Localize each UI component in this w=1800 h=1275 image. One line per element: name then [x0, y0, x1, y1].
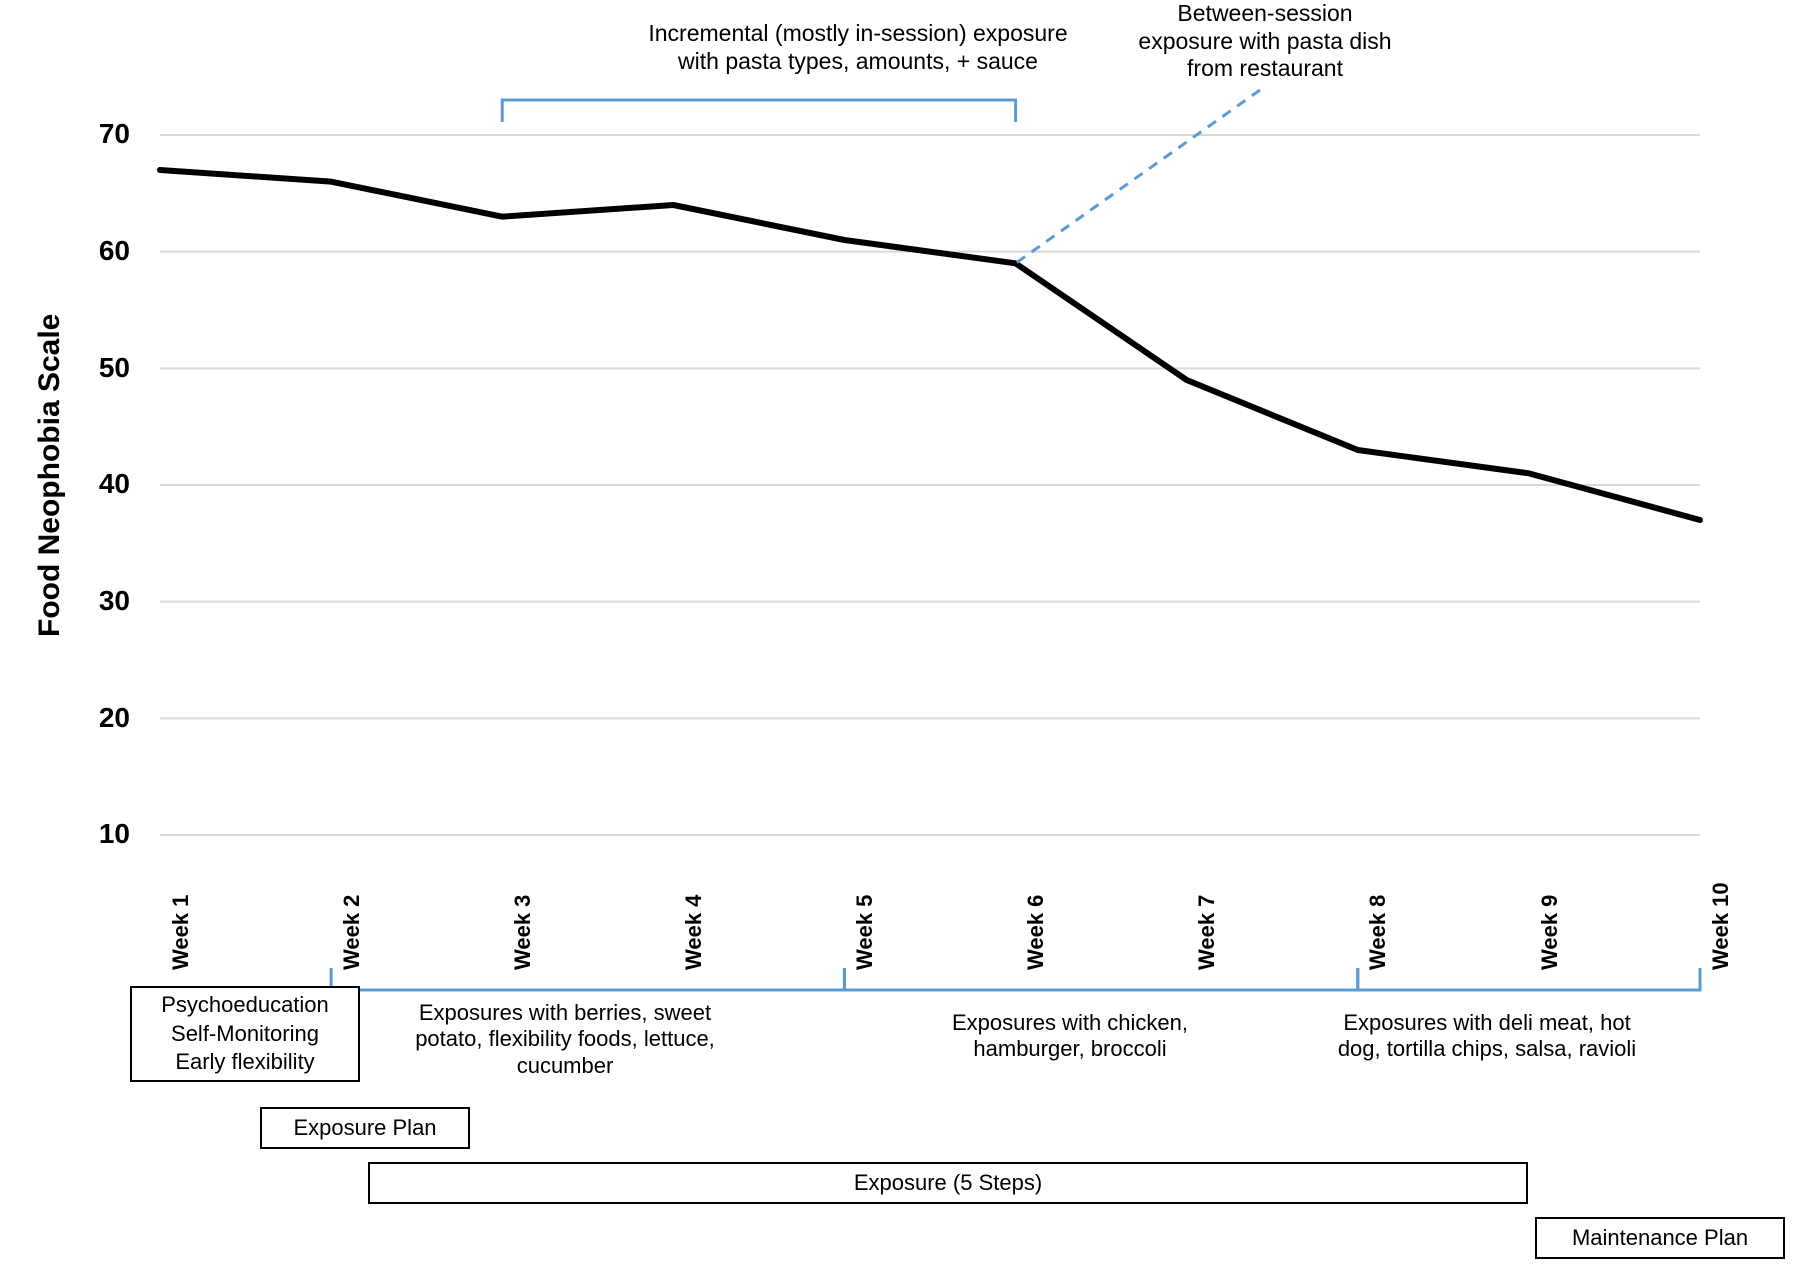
phase-box: Maintenance Plan	[1535, 1217, 1785, 1259]
x-tick-label: Week 9	[1537, 895, 1563, 970]
phase-box: Exposure (5 Steps)	[368, 1162, 1528, 1204]
y-tick-label: 50	[70, 352, 130, 384]
phase-box: Exposure Plan	[260, 1107, 470, 1149]
x-tick-label: Week 8	[1365, 895, 1391, 970]
annotation-bottom-bracket-text: Exposures with berries, sweetpotato, fle…	[355, 1000, 775, 1079]
x-tick-label: Week 10	[1708, 882, 1734, 970]
x-tick-label: Week 3	[510, 895, 536, 970]
y-tick-label: 40	[70, 468, 130, 500]
y-tick-label: 60	[70, 235, 130, 267]
annotation-top-bracket-text: Incremental (mostly in-session) exposure…	[578, 20, 1138, 75]
y-tick-label: 30	[70, 585, 130, 617]
chart-stage: Food Neophobia Scale 10 20 30 40 50 60 70 Week …	[0, 0, 1800, 1275]
x-tick-label: Week 4	[681, 895, 707, 970]
x-tick-label: Week 7	[1194, 895, 1220, 970]
x-tick-label: Week 5	[852, 895, 878, 970]
y-tick-label: 70	[70, 118, 130, 150]
x-tick-label: Week 6	[1023, 895, 1049, 970]
y-tick-label: 10	[70, 818, 130, 850]
x-tick-label: Week 2	[339, 895, 365, 970]
y-tick-label: 20	[70, 702, 130, 734]
x-tick-label: Week 1	[168, 895, 194, 970]
y-axis-title: Food Neophobia Scale	[33, 337, 67, 637]
annotation-bottom-bracket-text: Exposures with deli meat, hotdog, tortil…	[1287, 1010, 1687, 1063]
annotation-bottom-bracket-text: Exposures with chicken,hamburger, brocco…	[900, 1010, 1240, 1063]
phase-box: PsychoeducationSelf-MonitoringEarly flex…	[130, 986, 360, 1082]
annotation-dashed-callout-text: Between-sessionexposure with pasta dishf…	[1075, 0, 1455, 83]
plot-svg	[0, 0, 1800, 1275]
